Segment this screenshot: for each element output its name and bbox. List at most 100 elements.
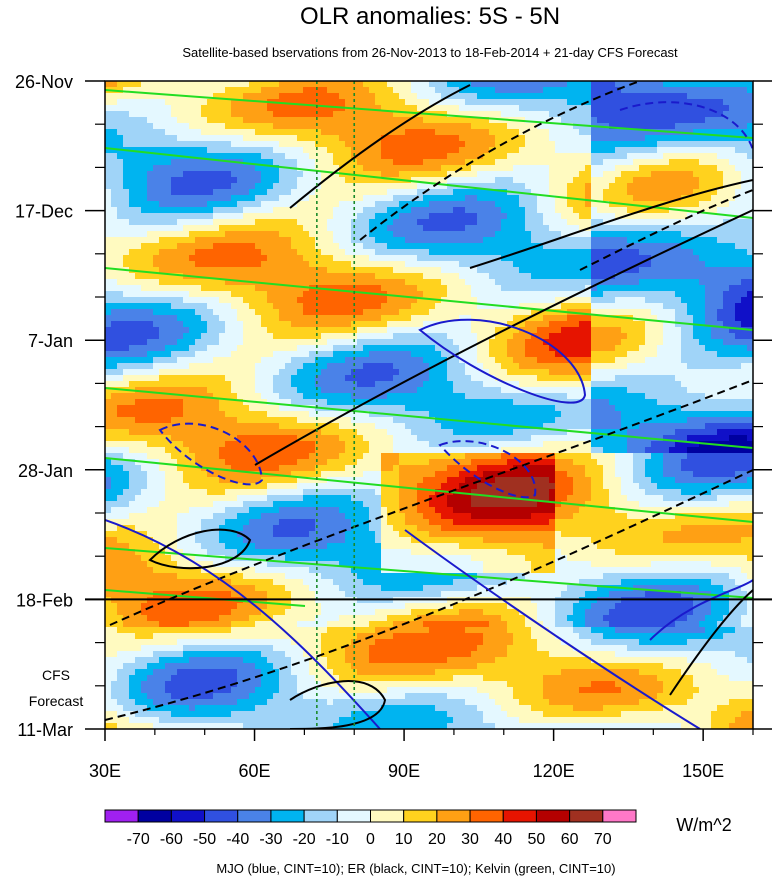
heatmap-cell	[399, 105, 406, 112]
heatmap-cell	[597, 81, 604, 88]
heatmap-cell	[495, 201, 502, 208]
heatmap-cell	[633, 81, 640, 88]
heatmap-cell	[147, 135, 154, 142]
heatmap-cell	[639, 231, 646, 238]
heatmap-cell	[135, 87, 142, 94]
heatmap-cell	[729, 321, 736, 328]
heatmap-cell	[609, 291, 616, 298]
heatmap-cell	[555, 339, 562, 346]
heatmap-cell	[495, 327, 502, 334]
heatmap-cell	[273, 255, 280, 262]
heatmap-cell	[561, 327, 568, 334]
heatmap-cell	[237, 327, 244, 334]
heatmap-cell	[159, 267, 166, 274]
heatmap-cell	[303, 207, 310, 214]
heatmap-cell	[513, 129, 520, 136]
heatmap-cell	[411, 81, 418, 88]
heatmap-cell	[339, 207, 346, 214]
heatmap-cell	[621, 345, 628, 352]
heatmap-cell	[555, 81, 562, 88]
heatmap-cell	[165, 327, 172, 334]
heatmap-cell	[537, 189, 544, 196]
heatmap-cell	[471, 243, 478, 250]
heatmap-cell	[675, 279, 682, 286]
heatmap-cell	[417, 129, 424, 136]
heatmap-cell	[153, 255, 160, 262]
heatmap-cell	[717, 303, 724, 310]
heatmap-cell	[441, 315, 448, 322]
heatmap-cell	[411, 207, 418, 214]
heatmap-cell	[141, 333, 148, 340]
heatmap-cell	[309, 135, 316, 142]
heatmap-cell	[621, 183, 628, 190]
heatmap-cell	[219, 207, 226, 214]
heatmap-cell	[219, 129, 226, 136]
heatmap-cell	[177, 171, 184, 178]
heatmap-cell	[657, 183, 664, 190]
heatmap-cell	[711, 327, 718, 334]
heatmap-cell	[195, 243, 202, 250]
heatmap-cell	[327, 219, 334, 226]
heatmap-cell	[261, 285, 268, 292]
heatmap-cell	[213, 87, 220, 94]
heatmap-cell	[495, 261, 502, 268]
heatmap-cell	[249, 219, 256, 226]
heatmap-cell	[645, 177, 652, 184]
heatmap-cell	[279, 171, 286, 178]
heatmap-cell	[411, 297, 418, 304]
heatmap-cell	[303, 159, 310, 166]
heatmap-cell	[267, 297, 274, 304]
heatmap-cell	[687, 345, 694, 352]
heatmap-cell	[105, 219, 112, 226]
heatmap-cell	[699, 237, 706, 244]
heatmap-cell	[459, 225, 466, 232]
heatmap-cell	[183, 81, 190, 88]
heatmap-cell	[267, 225, 274, 232]
heatmap-cell	[117, 327, 124, 334]
heatmap-cell	[255, 237, 262, 244]
heatmap-cell	[387, 117, 394, 124]
heatmap-cell	[375, 255, 382, 262]
heatmap-cell	[591, 291, 598, 298]
heatmap-cell	[591, 309, 598, 316]
heatmap-cell	[453, 285, 460, 292]
heatmap-cell	[663, 207, 670, 214]
heatmap-cell	[117, 345, 124, 352]
heatmap-cell	[249, 261, 256, 268]
heatmap-cell	[339, 231, 346, 238]
heatmap-cell	[651, 255, 658, 262]
heatmap-cell	[141, 279, 148, 286]
heatmap-cell	[615, 279, 622, 286]
heatmap-cell	[447, 333, 454, 340]
heatmap-cell	[705, 159, 712, 166]
heatmap-cell	[111, 243, 118, 250]
heatmap-cell	[297, 213, 304, 220]
heatmap-cell	[171, 285, 178, 292]
heatmap-cell	[357, 315, 364, 322]
heatmap-cell	[171, 291, 178, 298]
heatmap-cell	[267, 237, 274, 244]
heatmap-cell	[633, 237, 640, 244]
heatmap-cell	[567, 243, 574, 250]
heatmap-cell	[273, 129, 280, 136]
heatmap-cell	[129, 339, 136, 346]
heatmap-cell	[609, 201, 616, 208]
heatmap-cell	[369, 333, 376, 340]
heatmap-cell	[237, 189, 244, 196]
heatmap-cell	[213, 357, 220, 364]
heatmap-cell	[597, 315, 604, 322]
heatmap-cell	[483, 225, 490, 232]
heatmap-cell	[105, 267, 112, 274]
heatmap-cell	[453, 315, 460, 322]
heatmap-cell	[357, 189, 364, 196]
heatmap-cell	[237, 273, 244, 280]
heatmap-cell	[405, 351, 412, 358]
heatmap-cell	[393, 255, 400, 262]
heatmap-cell	[237, 207, 244, 214]
heatmap-cell	[327, 87, 334, 94]
heatmap-cell	[735, 117, 742, 124]
heatmap-cell	[231, 165, 238, 172]
heatmap-cell	[363, 159, 370, 166]
heatmap-cell	[351, 147, 358, 154]
heatmap-cell	[357, 159, 364, 166]
